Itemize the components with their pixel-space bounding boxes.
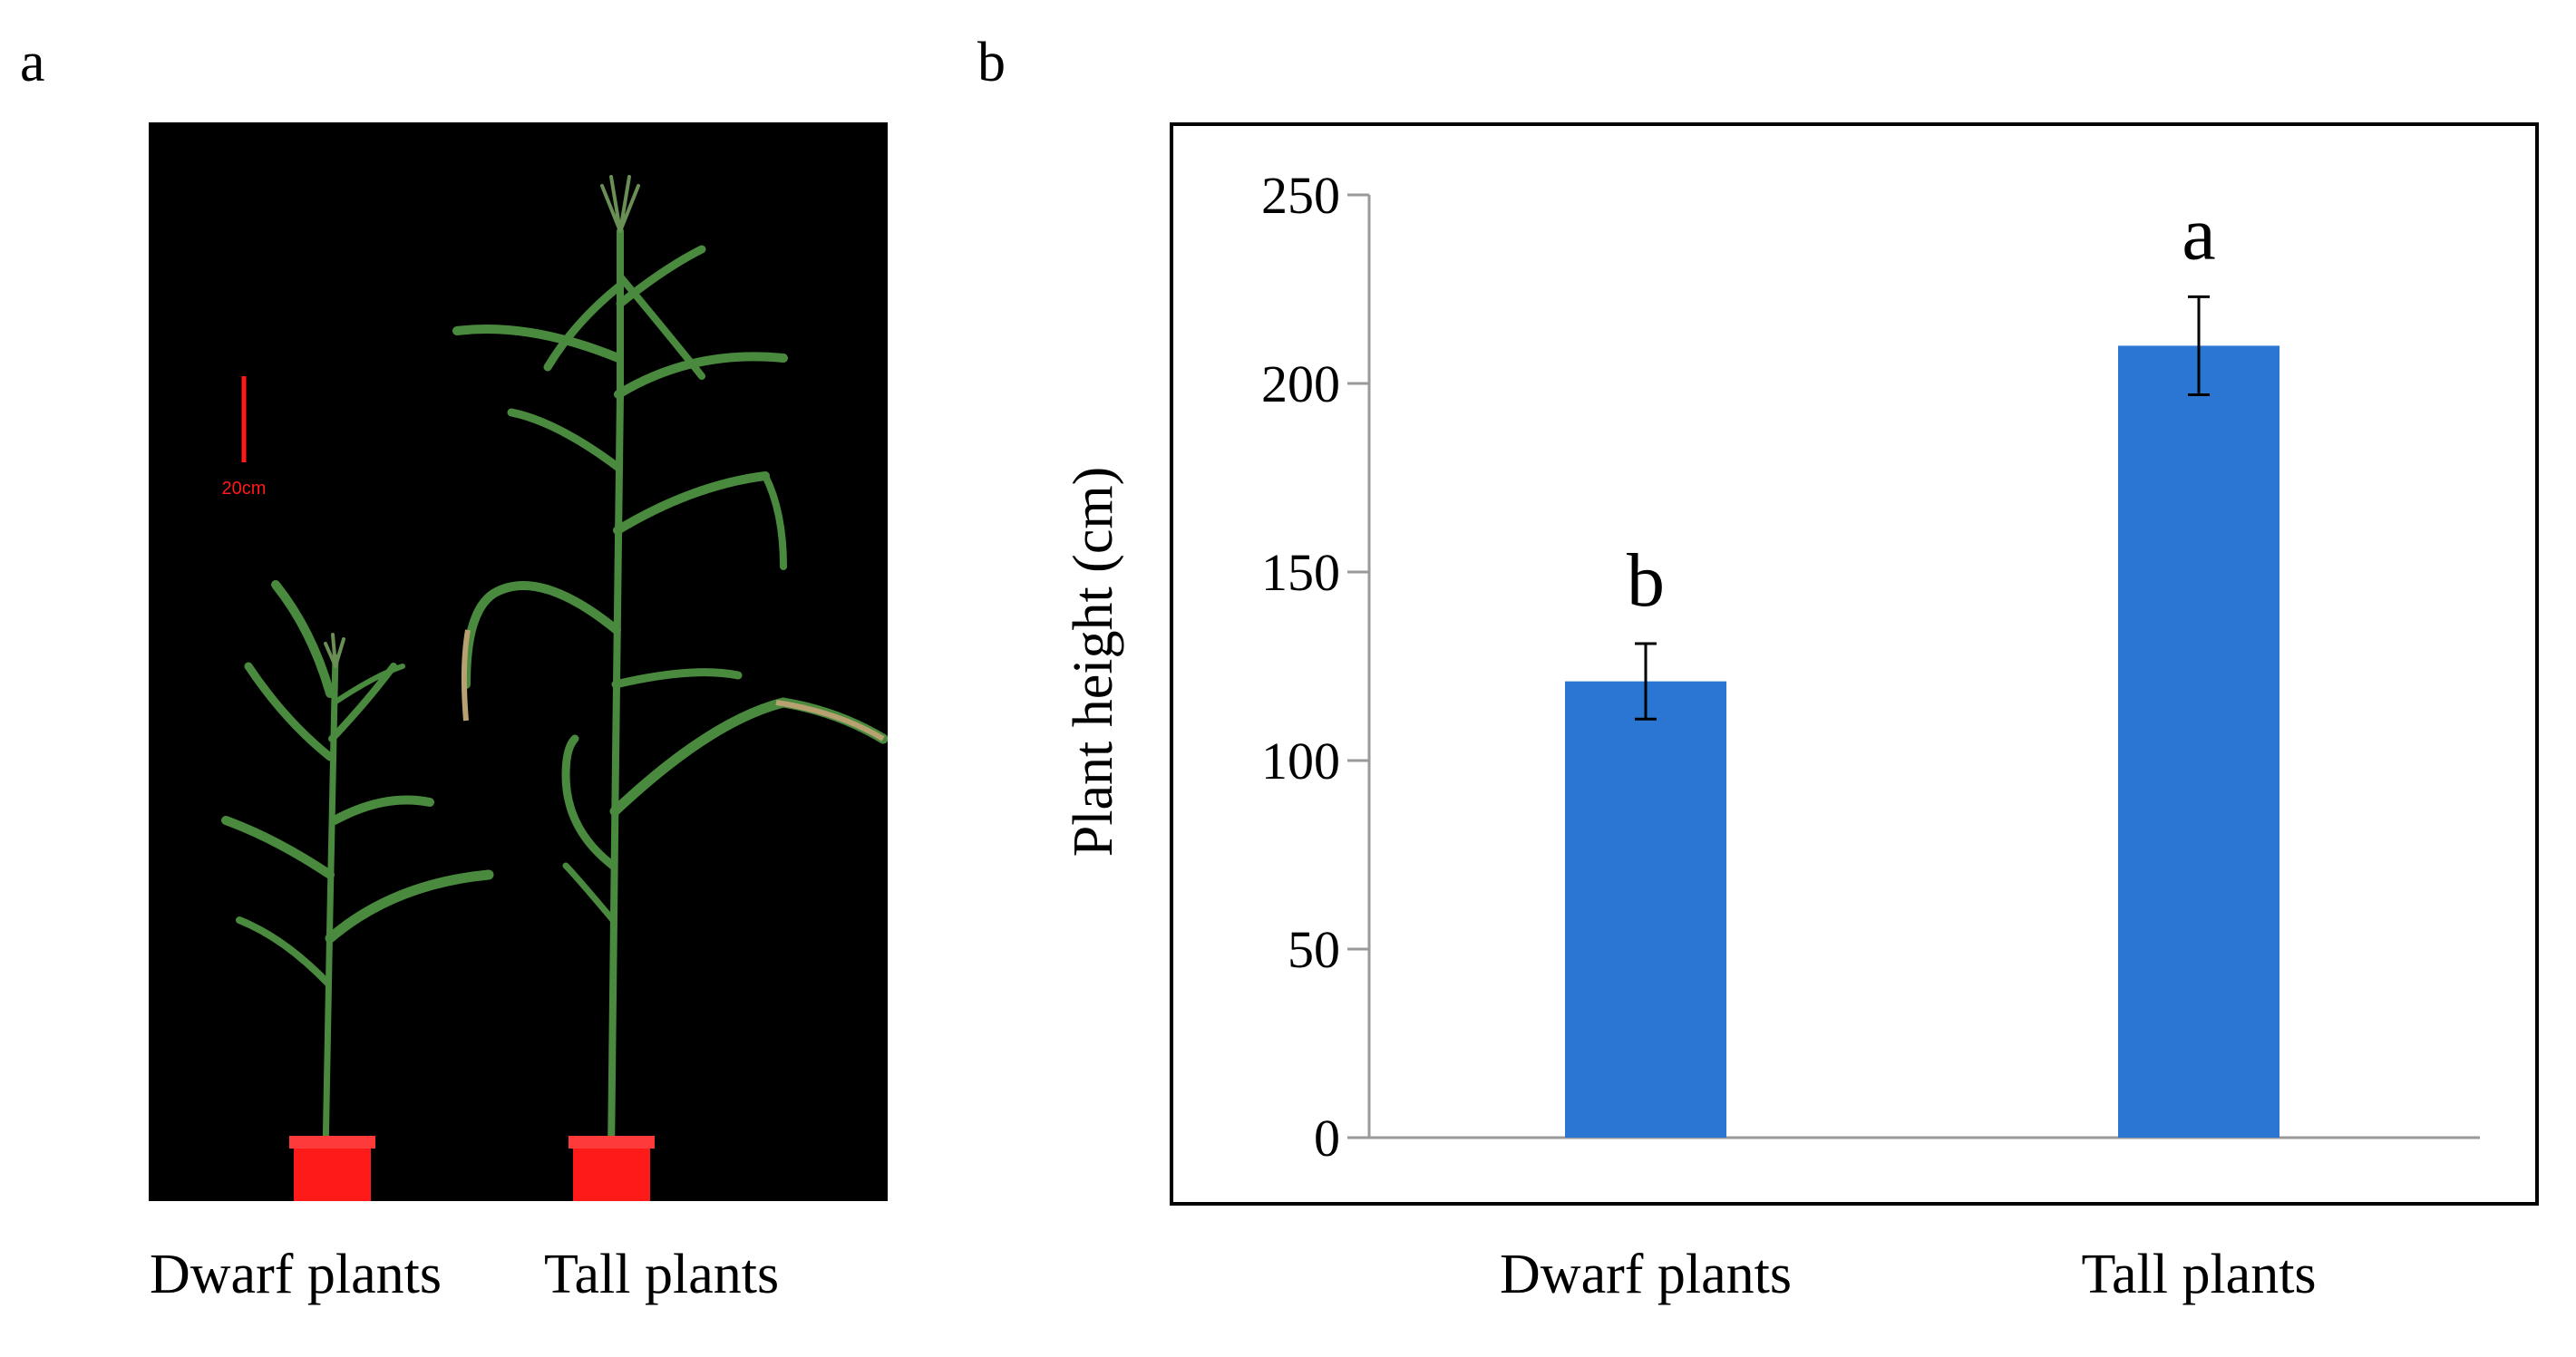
significance-letter: b [1627, 538, 1665, 623]
scale-bar-label: 20cm [222, 479, 267, 499]
photo-caption-dwarf: Dwarf plants [150, 1244, 442, 1305]
panel-label-b: b [977, 32, 1006, 93]
bar-tall [2118, 345, 2280, 1138]
y-tick-label: 50 [1288, 920, 1340, 979]
y-axis-label: Plant height (cm) [1063, 467, 1124, 857]
photo-caption-tall: Tall plants [544, 1244, 780, 1305]
dwarf-plant-pot [294, 1142, 371, 1201]
tall-plant-illustration [452, 175, 888, 1159]
y-tick-label: 0 [1314, 1109, 1340, 1168]
chart-frame [1170, 122, 2539, 1206]
panel-label-a: a [20, 32, 45, 93]
y-tick-label: 250 [1261, 166, 1340, 225]
bar-dwarf [1565, 681, 1726, 1138]
y-tick-label: 100 [1261, 732, 1340, 790]
y-tick-label: 200 [1261, 354, 1340, 413]
x-category-label: Dwarf plants [1500, 1244, 1792, 1305]
x-category-label: Tall plants [2081, 1244, 2317, 1305]
plant-photograph: 20cm [149, 122, 888, 1201]
y-tick-label: 150 [1261, 543, 1340, 602]
dwarf-plant-illustration [221, 580, 494, 1159]
tall-plant-pot [573, 1142, 650, 1201]
significance-letter: a [2182, 191, 2215, 276]
